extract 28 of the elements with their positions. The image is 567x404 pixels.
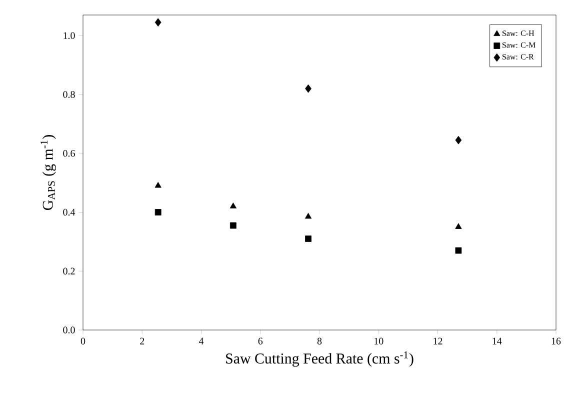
x-tick-label: 10: [374, 338, 384, 344]
x-tick-label: 12: [434, 338, 442, 344]
x-tick-label: 0: [80, 338, 86, 344]
y-tick-label: 0.0: [63, 326, 75, 334]
y-tick-label: 0.4: [63, 208, 76, 216]
y-tick-label: 1.0: [64, 32, 75, 39]
point: [154, 209, 162, 216]
point: [455, 247, 462, 254]
y-tick-label: 0.2: [63, 268, 75, 275]
point: [230, 222, 236, 229]
point: [305, 84, 312, 93]
x-tick-label: 14: [492, 338, 502, 344]
x-tick-label: 2: [140, 338, 144, 344]
point: [154, 182, 162, 188]
y-tick-label: 0.8: [63, 91, 75, 98]
point: [230, 202, 236, 208]
x-tick-label: 4: [198, 338, 204, 344]
point: [455, 223, 462, 229]
x-tick-label: 16: [552, 338, 561, 344]
point: [304, 212, 312, 219]
x-tick-label: 6: [258, 338, 263, 344]
point: [455, 136, 462, 144]
x-tick-label: 8: [317, 338, 322, 344]
point: [305, 236, 312, 242]
y-tick-label: 0.6: [63, 150, 75, 157]
x-axis-title: Saw Cutting Feed Rate (cm s$^{-1}$): [226, 351, 414, 367]
y-axis-title: G$_{APS}$ (g m$^{-1}$): [40, 135, 56, 210]
point: [154, 18, 162, 27]
